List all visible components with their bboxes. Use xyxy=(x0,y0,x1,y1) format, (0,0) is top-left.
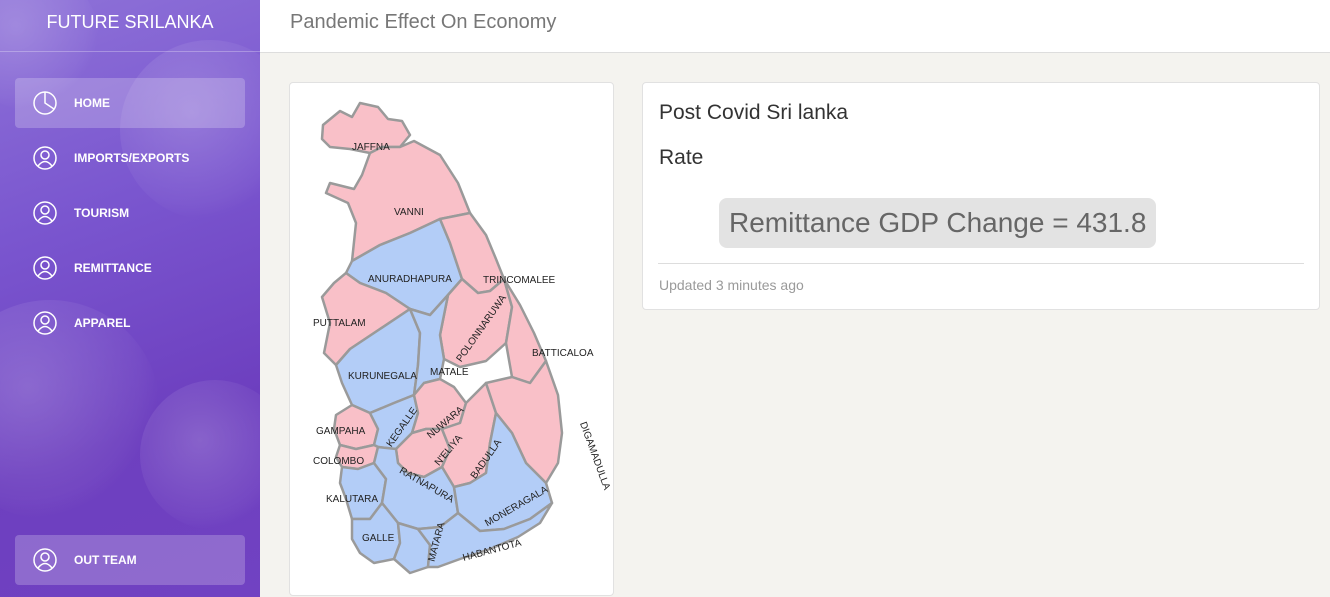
sidebar-item-remittance[interactable]: REMITTANCE xyxy=(15,243,245,293)
sidebar-item-label: APPAREL xyxy=(74,316,131,330)
user-icon xyxy=(32,145,58,171)
user-icon xyxy=(32,200,58,226)
page-title[interactable]: Pandemic Effect On Economy xyxy=(290,11,557,33)
map-label: TRINCOMALEE xyxy=(483,275,556,286)
top-navbar: Pandemic Effect On Economy xyxy=(260,0,1330,53)
map-label: GAMPAHA xyxy=(316,426,366,437)
user-icon xyxy=(32,255,58,281)
sidebar-item-home[interactable]: HOME xyxy=(15,78,245,128)
map-label: DIGAMADULLA xyxy=(577,420,612,491)
map-label: ANURADHAPURA xyxy=(368,274,452,285)
sidebar-item-label: HOME xyxy=(74,96,110,110)
pie-chart-icon xyxy=(32,90,58,116)
sidebar-item-label: OUT TEAM xyxy=(74,553,137,567)
map-label: MATALE xyxy=(430,367,469,378)
map-label: GALLE xyxy=(362,533,395,544)
virus-decoration xyxy=(140,380,260,530)
map-label: PUTTALAM xyxy=(313,318,366,329)
map-card: JAFFNA VANNI ANURADHAPURA TRINCOMALEE PU… xyxy=(289,82,614,596)
map-label: BATTICALOA xyxy=(532,348,594,359)
sidebar-item-label: IMPORTS/EXPORTS xyxy=(74,151,190,165)
card-title: Post Covid Sri lanka xyxy=(659,101,849,124)
sidebar-item-label: TOURISM xyxy=(74,206,130,220)
district-polonnaruwa xyxy=(438,277,514,369)
map-label: JAFFNA xyxy=(352,142,390,153)
divider xyxy=(658,263,1304,264)
user-icon xyxy=(32,310,58,336)
sidebar-item-label: REMITTANCE xyxy=(74,261,152,275)
sidebar-item-apparel[interactable]: APPAREL xyxy=(15,298,245,348)
map-label: KURUNEGALA xyxy=(348,371,417,382)
remittance-value: Remittance GDP Change = 431.8 xyxy=(719,198,1157,248)
updated-timestamp: Updated 3 minutes ago xyxy=(659,277,804,293)
user-icon xyxy=(32,547,58,573)
district-batticaloa xyxy=(502,277,548,385)
map-label: VANNI xyxy=(394,207,424,218)
map-label: KALUTARA xyxy=(326,494,378,505)
sidebar-item-imports-exports[interactable]: IMPORTS/EXPORTS xyxy=(15,133,245,183)
map-label: COLOMBO xyxy=(313,456,364,467)
card-subtitle: Rate xyxy=(659,146,704,169)
remittance-card: Post Covid Sri lanka Rate Remittance GDP… xyxy=(642,82,1320,310)
district-habantota xyxy=(416,501,554,569)
sidebar: FUTURE SRILANKA HOME IMPORTS/EXPORTS TOU… xyxy=(0,0,260,597)
brand-title[interactable]: FUTURE SRILANKA xyxy=(0,0,260,52)
district-jaffna xyxy=(320,101,412,155)
sidebar-item-out-team[interactable]: OUT TEAM xyxy=(15,535,245,585)
sidebar-item-tourism[interactable]: TOURISM xyxy=(15,188,245,238)
virus-decoration xyxy=(120,40,260,220)
sri-lanka-map: JAFFNA VANNI ANURADHAPURA TRINCOMALEE PU… xyxy=(313,101,612,575)
